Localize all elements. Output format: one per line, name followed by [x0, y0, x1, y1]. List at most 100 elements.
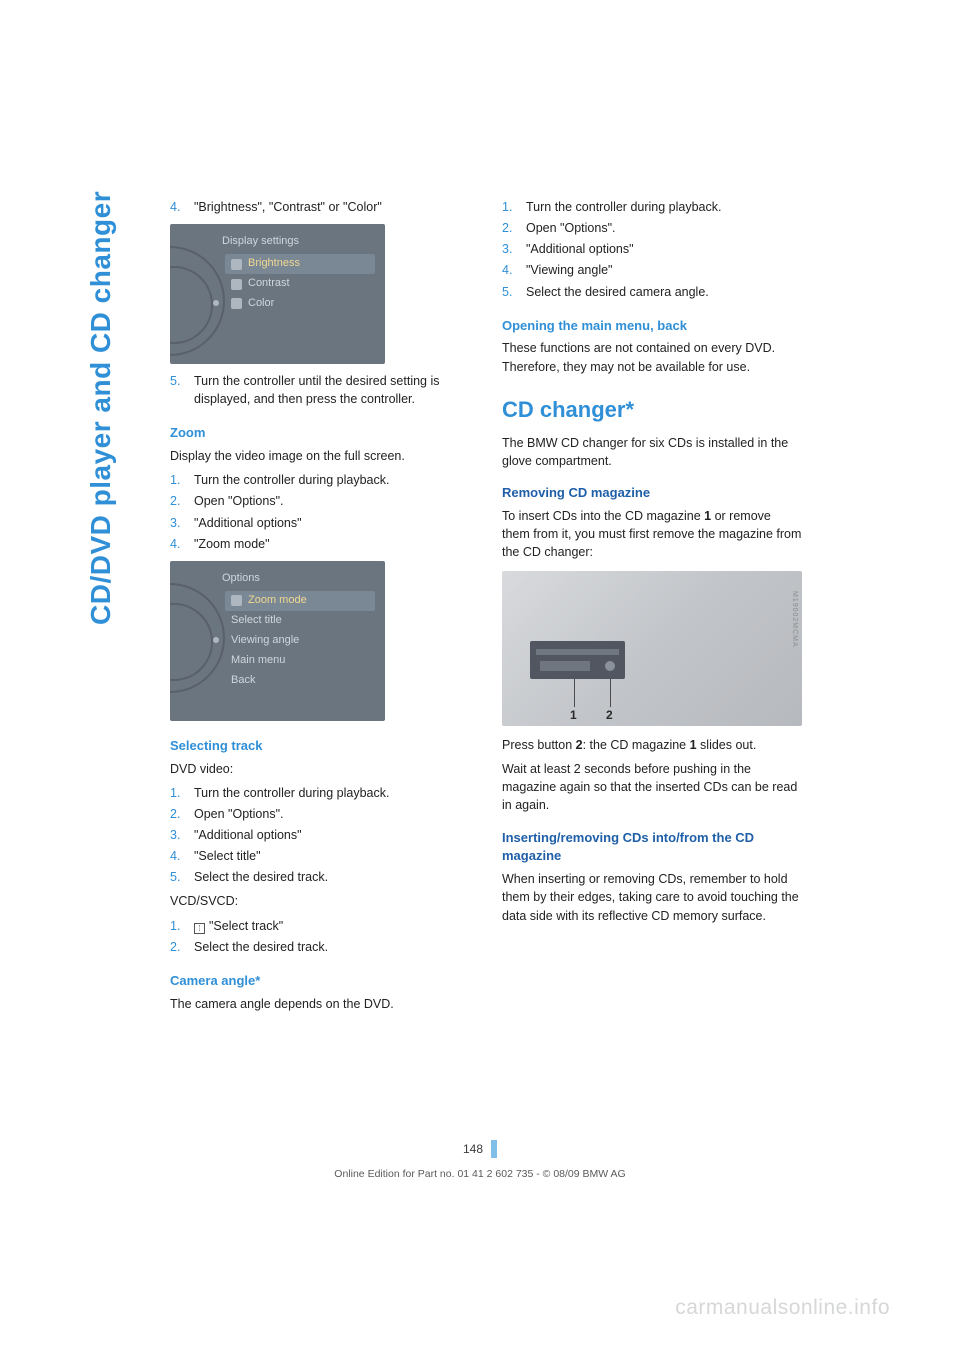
step-text: "Additional options" [194, 828, 302, 842]
step-text: ⁞ "Select track" [194, 919, 283, 933]
menu-row: Main menu [225, 651, 375, 671]
step-number: 3. [170, 514, 180, 532]
footer-text: Online Edition for Part no. 01 41 2 602 … [170, 1168, 790, 1180]
menu-row-label: Zoom mode [248, 593, 307, 609]
box-icon [231, 595, 242, 606]
step-number: 1. [170, 784, 180, 802]
step-number: 5. [502, 283, 512, 301]
watermark: carmanualsonline.info [675, 1296, 890, 1320]
press-pre: Press button [502, 738, 576, 752]
step-text: "Additional options" [194, 516, 302, 530]
menu-row-label: Main menu [231, 653, 285, 669]
callout-label-1: 1 [570, 707, 577, 724]
left-column: 4. "Brightness", "Contrast" or "Color" D… [170, 195, 470, 1019]
brightness-step-list: 4. "Brightness", "Contrast" or "Color" [170, 198, 470, 216]
step-number: 2. [170, 492, 180, 510]
step-text: Turn the controller during playback. [194, 786, 389, 800]
step-number: 5. [170, 868, 180, 886]
contrast-icon [231, 279, 242, 290]
page-number-wrap: 148 [170, 1140, 790, 1158]
selecting-track-steps-dvd: 1. Turn the controller during playback. 2… [170, 784, 470, 887]
step-text: "Select title" [194, 849, 261, 863]
step-number: 4. [170, 198, 180, 216]
step-number: 3. [502, 240, 512, 258]
selecting-track-intro-dvd: DVD video: [170, 760, 470, 778]
list-item: 5. Select the desired camera angle. [502, 283, 802, 301]
screenshot-header: Display settings [222, 234, 299, 250]
camera-angle-steps: 1.Turn the controller during playback. 2… [502, 198, 802, 301]
zoom-intro: Display the video image on the full scre… [170, 447, 470, 465]
menu-row-label: Back [231, 673, 255, 689]
page-number: 148 [463, 1140, 497, 1158]
heading-removing-magazine: Removing CD magazine [502, 484, 802, 503]
track-glyph-icon: ⁞ [194, 923, 205, 934]
menu-row-label: Brightness [248, 256, 300, 272]
menu-row-label: Select title [231, 613, 282, 629]
list-item: 3. "Additional options" [170, 514, 470, 532]
menu-row: Brightness [225, 254, 375, 274]
press-post: slides out. [697, 738, 757, 752]
list-item: 4. "Select title" [170, 847, 470, 865]
press-mid: : the CD magazine [583, 738, 690, 752]
list-item: 3. "Additional options" [170, 826, 470, 844]
menu-row: Color [225, 294, 375, 314]
page-number-value: 148 [463, 1142, 483, 1156]
heading-selecting-track: Selecting track [170, 737, 470, 756]
step-text: Turn the controller during playback. [194, 473, 389, 487]
cd-changer-diagram: 1 2 M19002MCMA [502, 571, 802, 726]
screenshot-menu: Zoom mode Select title Viewing angle Mai… [225, 591, 375, 691]
side-section-title: CD/DVD player and CD changer [85, 191, 117, 625]
press-button-text: Press button 2: the CD magazine 1 slides… [502, 736, 802, 754]
menu-row: Viewing angle [225, 631, 375, 651]
list-item: 5. Select the desired track. [170, 868, 470, 886]
camera-angle-intro: The camera angle depends on the DVD. [170, 995, 470, 1013]
list-item: 4. "Brightness", "Contrast" or "Color" [170, 198, 470, 216]
step-text: Turn the controller during playback. [526, 200, 721, 214]
list-item: 4."Zoom mode" [170, 535, 470, 553]
list-item: 2.Open "Options". [170, 805, 470, 823]
idrive-screenshot-display-settings: Display settings Brightness Contrast Col… [170, 224, 385, 364]
step-text: "Brightness", "Contrast" or "Color" [194, 200, 382, 214]
list-item: 1. Turn the controller during playback. [170, 784, 470, 802]
controller-knob-graphic [170, 583, 225, 693]
list-item: 1.Turn the controller during playback. [502, 198, 802, 216]
screenshot-header: Options [222, 571, 260, 587]
step-text: Turn the controller until the desired se… [194, 374, 440, 406]
controller-knob-graphic [170, 246, 225, 356]
selecting-track-intro-vcd: VCD/SVCD: [170, 892, 470, 910]
press-bold-2: 2 [576, 738, 583, 752]
step-number: 4. [170, 847, 180, 865]
menu-row: Select title [225, 611, 375, 631]
page-number-marker [491, 1140, 497, 1158]
menu-row-label: Color [248, 296, 274, 312]
selecting-track-steps-vcd: 1. ⁞"Select track" 2.Select the desired … [170, 917, 470, 956]
step-text: Select the desired camera angle. [526, 285, 709, 299]
list-item: 5. Turn the controller until the desired… [170, 372, 470, 408]
list-item: 2. Select the desired track. [170, 938, 470, 956]
step-number: 4. [502, 261, 512, 279]
step-number: 2. [170, 938, 180, 956]
step-number: 3. [170, 826, 180, 844]
step-text: "Viewing angle" [526, 263, 612, 277]
list-item: 2.Open "Options". [170, 492, 470, 510]
turn-controller-step: 5. Turn the controller until the desired… [170, 372, 470, 408]
menu-row-label: Contrast [248, 276, 290, 292]
step-number: 2. [502, 219, 512, 237]
step-text: Select the desired track. [194, 870, 328, 884]
list-item: 4. "Viewing angle" [502, 261, 802, 279]
step-text-inner: "Select track" [209, 919, 283, 933]
zoom-steps: 1.Turn the controller during playback. 2… [170, 471, 470, 553]
opening-main-menu-text: These functions are not contained on eve… [502, 339, 802, 375]
heading-zoom: Zoom [170, 424, 470, 443]
press-bold-1: 1 [690, 738, 697, 752]
step-text: Open "Options". [194, 807, 283, 821]
list-item: 1.Turn the controller during playback. [170, 471, 470, 489]
content-columns: 4. "Brightness", "Contrast" or "Color" D… [170, 195, 870, 1019]
step-text: Select the desired track. [194, 940, 328, 954]
inserting-removing-text: When inserting or removing CDs, remember… [502, 870, 802, 924]
step-text: "Additional options" [526, 242, 634, 256]
idrive-screenshot-options: Options Zoom mode Select title Viewing a… [170, 561, 385, 721]
heading-cd-changer: CD changer* [502, 394, 802, 426]
cd-changer-slot [530, 641, 625, 679]
cd-changer-intro: The BMW CD changer for six CDs is instal… [502, 434, 802, 470]
